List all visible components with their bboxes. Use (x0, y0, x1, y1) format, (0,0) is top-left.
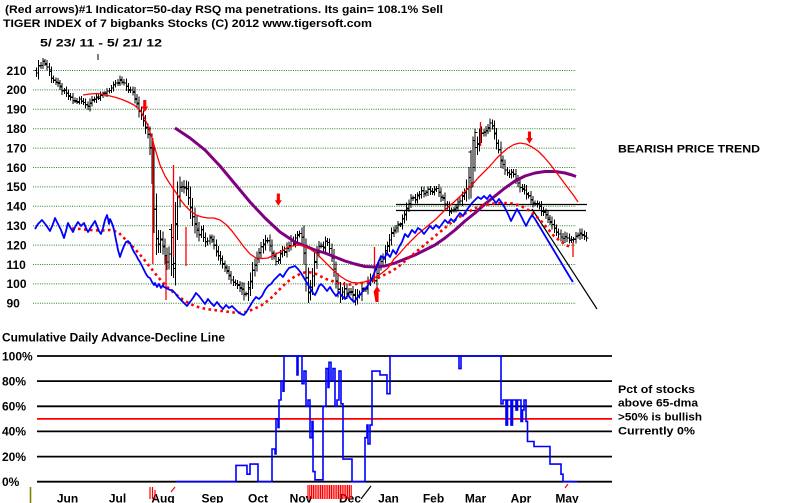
svg-text:Nov: Nov (290, 492, 313, 503)
svg-text:Aug: Aug (151, 492, 174, 503)
svg-text:Jun: Jun (57, 492, 78, 503)
svg-text:Oct: Oct (248, 492, 268, 503)
svg-text:>50% is bullish: >50% is bullish (618, 412, 702, 424)
svg-text:5/ 23/ 11 - 5/ 21/ 12: 5/ 23/ 11 - 5/ 21/ 12 (40, 38, 162, 50)
svg-text:40%: 40% (2, 425, 26, 439)
svg-text:100%: 100% (2, 349, 33, 363)
svg-text:Mar: Mar (465, 492, 487, 503)
svg-text:180: 180 (7, 122, 27, 136)
svg-text:150: 150 (7, 180, 27, 194)
svg-text:Dec: Dec (339, 492, 361, 503)
svg-text:90: 90 (7, 297, 21, 311)
svg-text:170: 170 (7, 141, 27, 155)
svg-text:200: 200 (7, 83, 27, 97)
svg-text:Jul: Jul (109, 492, 126, 503)
svg-text:110: 110 (7, 258, 27, 272)
svg-text:TIGER INDEX of 7 bigbanks Sto: TIGER INDEX of 7 bigbanks Stocks (C) 201… (3, 18, 372, 30)
svg-text:Pct of stocks: Pct of stocks (618, 384, 695, 396)
svg-text:Cumulative Daily Advance-Decli: Cumulative Daily Advance-Decline Line (2, 333, 225, 345)
svg-text:130: 130 (7, 219, 27, 233)
svg-text:Sep: Sep (201, 492, 223, 503)
svg-text:May: May (555, 492, 579, 503)
svg-text:Apr: Apr (511, 492, 532, 503)
svg-text:160: 160 (7, 161, 27, 175)
svg-text:Feb: Feb (423, 492, 444, 503)
svg-text:above 65-dma: above 65-dma (618, 398, 699, 410)
svg-text:80%: 80% (2, 374, 26, 388)
svg-text:Currently 0%: Currently 0% (618, 426, 695, 438)
svg-text:140: 140 (7, 200, 27, 214)
svg-text:190: 190 (7, 103, 27, 117)
svg-text:20%: 20% (2, 450, 26, 464)
svg-text:Jan: Jan (378, 492, 399, 503)
svg-text:60%: 60% (2, 400, 26, 414)
svg-text:120: 120 (7, 238, 27, 252)
svg-text:210: 210 (7, 64, 27, 78)
svg-text:BEARISH PRICE TREND: BEARISH PRICE TREND (618, 144, 760, 156)
svg-text:100: 100 (7, 277, 27, 291)
svg-text:0%: 0% (2, 475, 20, 489)
svg-text:(Red arrows)#1 Indicator=50-da: (Red arrows)#1 Indicator=50-day RSQ ma p… (5, 4, 443, 16)
